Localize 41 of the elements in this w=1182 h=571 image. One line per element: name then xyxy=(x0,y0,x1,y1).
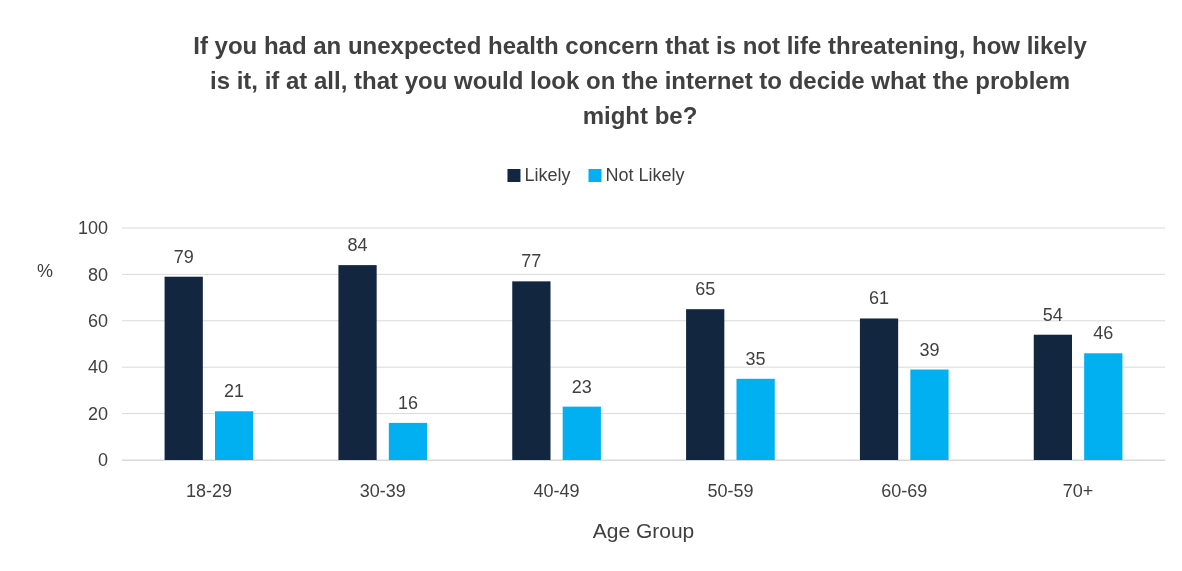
data-label: 61 xyxy=(869,288,890,309)
data-label: 65 xyxy=(695,279,716,300)
y-tick-label: 100 xyxy=(77,218,108,239)
x-tick-label: 60-69 xyxy=(881,480,928,501)
y-tick-label: 0 xyxy=(97,450,108,471)
x-tick-label: 40-49 xyxy=(533,480,580,501)
y-tick-label: 40 xyxy=(87,357,108,378)
y-tick-label: 80 xyxy=(87,264,108,285)
data-label: 84 xyxy=(347,235,368,256)
bar xyxy=(215,411,254,460)
x-tick-label: 70+ xyxy=(1062,480,1094,501)
data-label: 16 xyxy=(397,392,418,413)
bar xyxy=(859,318,899,460)
data-label: 21 xyxy=(224,381,245,402)
bar xyxy=(686,309,725,460)
data-label: 79 xyxy=(173,246,194,267)
bar xyxy=(562,406,601,460)
chart-title: If you had an unexpected health concern that is not life threatening, how likely is it, if at all, that you would look on the internet to decide what the problem might be? xyxy=(193,32,1088,129)
data-label: 46 xyxy=(1093,323,1114,344)
y-tick-label: 20 xyxy=(87,403,108,424)
bar xyxy=(1084,353,1123,460)
bar xyxy=(388,422,428,460)
data-label: 54 xyxy=(1042,304,1063,325)
x-axis-title: Age Group xyxy=(592,519,695,542)
bar xyxy=(512,281,551,460)
y-axis-title: % xyxy=(36,261,54,281)
bar xyxy=(1033,334,1072,460)
x-tick-label: 18-29 xyxy=(185,480,232,501)
bar xyxy=(164,276,203,460)
x-tick-label: 30-39 xyxy=(359,480,406,501)
data-label: 35 xyxy=(745,348,766,369)
data-label: 77 xyxy=(521,251,542,272)
bar xyxy=(736,378,775,460)
legend-label: Likely xyxy=(524,165,571,185)
y-tick-label: 60 xyxy=(87,311,108,332)
bar xyxy=(338,265,377,460)
legend-label: Not Likely xyxy=(605,165,685,185)
data-label: 23 xyxy=(571,376,592,397)
data-label: 39 xyxy=(919,339,940,360)
bar xyxy=(910,369,949,460)
x-tick-label: 50-59 xyxy=(707,480,754,501)
